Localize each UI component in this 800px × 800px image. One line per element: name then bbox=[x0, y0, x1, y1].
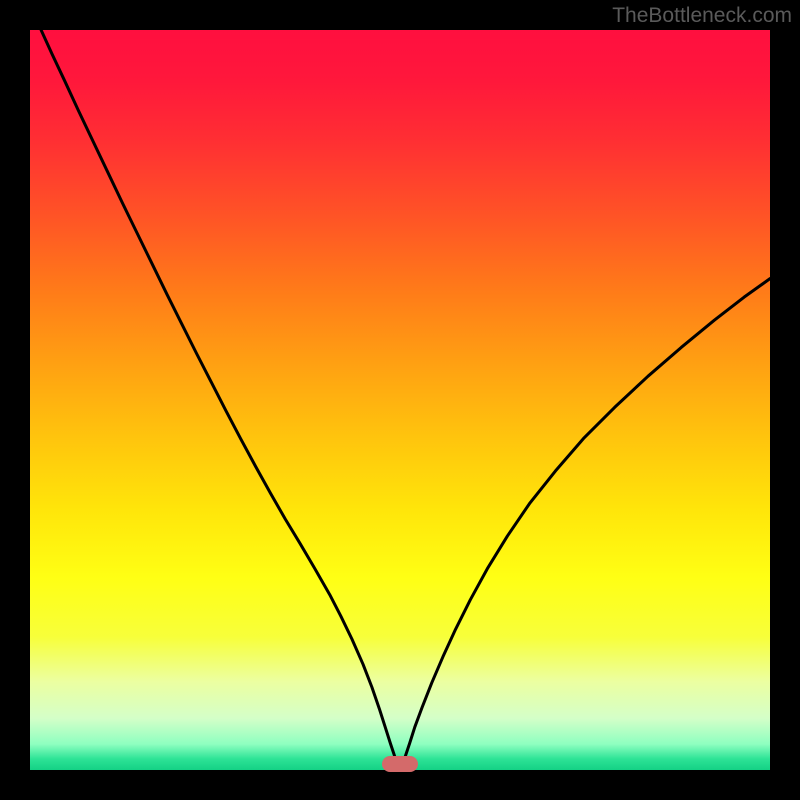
plot-area bbox=[30, 30, 770, 770]
watermark-text: TheBottleneck.com bbox=[612, 4, 792, 28]
bottleneck-curve bbox=[41, 30, 770, 770]
chart-stage: TheBottleneck.com bbox=[0, 0, 800, 800]
curve-svg bbox=[30, 30, 770, 770]
optimum-marker bbox=[382, 756, 418, 772]
